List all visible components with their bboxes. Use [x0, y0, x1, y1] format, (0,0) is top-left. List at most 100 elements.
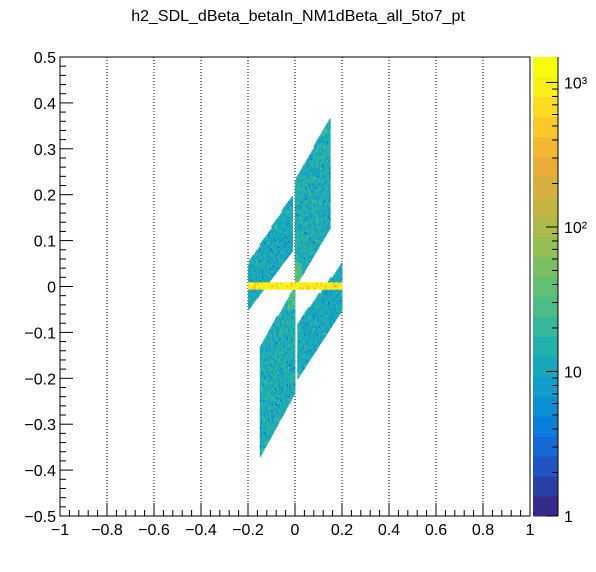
heatmap-bin: [296, 204, 298, 207]
heatmap-bin: [276, 244, 278, 247]
heatmap-bin: [278, 334, 281, 338]
heatmap-bin: [304, 220, 306, 223]
heatmap-bin: [284, 282, 286, 286]
heatmap-bin: [322, 142, 324, 145]
heatmap-bin: [250, 258, 252, 261]
heatmap-bin: [270, 329, 272, 332]
heatmap-bin: [330, 304, 332, 308]
heatmap-bin: [305, 324, 308, 328]
heatmap-bin: [276, 260, 278, 263]
heatmap-bin: [286, 239, 289, 242]
heatmap-bin: [314, 332, 317, 336]
heatmap-bin: [329, 327, 331, 330]
heatmap-bin: [307, 316, 310, 319]
heatmap-bin: [270, 270, 272, 274]
heatmap-bin: [270, 256, 272, 260]
heatmap-bin: [299, 370, 302, 373]
heatmap-bin: [329, 137, 331, 140]
heatmap-bin: [298, 184, 301, 187]
heatmap-bin: [289, 304, 291, 307]
heatmap-bin: [295, 206, 297, 209]
heatmap-bin: [313, 302, 316, 306]
heatmap-bin: [267, 361, 270, 364]
heatmap-bin: [283, 365, 285, 368]
heatmap-bin: [273, 334, 276, 337]
heatmap-bin: [326, 161, 329, 165]
heatmap-bin: [326, 131, 329, 135]
heatmap-bin: [325, 177, 328, 181]
heatmap-bin: [253, 253, 256, 257]
heatmap-bin: [287, 338, 290, 342]
heatmap-bin: [306, 331, 309, 335]
heatmap-bin: [260, 405, 263, 409]
heatmap-bin: [266, 353, 269, 357]
heatmap-bin: [329, 203, 331, 207]
heatmap-bin: [283, 310, 285, 313]
heatmap-bin: [249, 275, 251, 279]
heatmap-bin: [263, 408, 265, 412]
heatmap-bin: [287, 359, 290, 362]
heatmap-bin: [251, 284, 254, 288]
heatmap-bin: [253, 294, 256, 298]
heatmap-bin: [280, 397, 283, 400]
heatmap-bin: [305, 206, 308, 210]
heatmap-bin: [303, 164, 305, 168]
heatmap-bin: [297, 336, 299, 340]
heatmap-bin: [306, 345, 309, 349]
heatmap-bin: [305, 351, 308, 355]
heatmap-bin: [278, 412, 281, 416]
heatmap-bin: [283, 402, 285, 405]
heatmap-bin: [300, 242, 303, 245]
heatmap-bin: [285, 217, 288, 221]
heatmap-bin: [287, 219, 290, 223]
heatmap-bin: [290, 301, 292, 305]
heatmap-bin: [267, 354, 270, 357]
heatmap-bin: [327, 219, 330, 223]
heatmap-bin: [259, 415, 262, 418]
heatmap-bin: [333, 294, 336, 298]
heatmap-bin: [271, 370, 274, 374]
heatmap-bin: [273, 361, 276, 365]
heatmap-bin: [306, 282, 309, 286]
heatmap-bin: [267, 406, 270, 410]
heatmap-bin: [262, 247, 264, 250]
heatmap-bin: [318, 159, 321, 163]
heatmap-bin: [250, 294, 252, 298]
heatmap-bin: [270, 284, 272, 288]
heatmap-bin: [324, 211, 326, 215]
heatmap-bin: [276, 407, 278, 411]
heatmap-bin: [336, 274, 338, 278]
heatmap-bin: [326, 314, 329, 318]
heatmap-bin: [280, 364, 283, 368]
heatmap-bin: [283, 335, 285, 339]
heatmap-bin: [317, 239, 319, 243]
heatmap-bin: [287, 308, 290, 312]
heatmap-bin: [337, 314, 339, 318]
heatmap-bin: [276, 375, 278, 379]
heatmap-bin: [276, 410, 278, 413]
heatmap-bin: [325, 304, 328, 308]
heatmap-bin: [275, 271, 277, 274]
heatmap-bin: [316, 193, 318, 197]
heatmap-bin: [296, 286, 298, 290]
heatmap-bin: [265, 392, 268, 396]
heatmap-bin: [314, 236, 317, 240]
heatmap-bin: [275, 334, 277, 338]
heatmap-bin: [312, 157, 315, 161]
heatmap-bin: [310, 157, 312, 161]
heatmap-bin: [323, 336, 325, 339]
heatmap-bin: [327, 280, 330, 284]
heatmap-bin: [256, 280, 258, 283]
heatmap-bin: [307, 227, 310, 231]
heatmap-bin: [311, 340, 314, 344]
heatmap-bin: [286, 234, 289, 238]
heatmap-bin: [287, 379, 290, 383]
heatmap-bin: [322, 144, 324, 148]
heatmap-bin: [304, 263, 306, 267]
heatmap-bin: [277, 233, 279, 237]
heatmap-bin: [284, 284, 286, 288]
heatmap-bin: [330, 284, 332, 288]
heatmap-bin: [329, 224, 331, 227]
heatmap-bin: [332, 319, 335, 323]
heatmap-bin: [299, 269, 302, 273]
